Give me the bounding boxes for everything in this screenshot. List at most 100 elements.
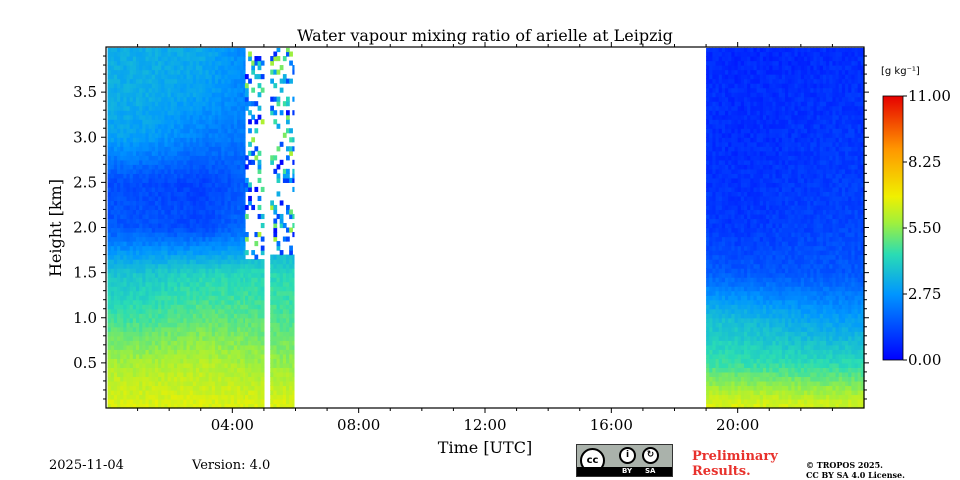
heatmap-cell	[158, 295, 162, 301]
heatmap-cell	[715, 218, 720, 224]
heatmap-cell	[260, 222, 265, 229]
heatmap-cell	[151, 177, 156, 183]
heatmap-cell	[205, 159, 210, 165]
heatmap-cell	[706, 128, 710, 134]
heatmap-cell	[202, 60, 207, 66]
heatmap-cell	[731, 218, 736, 224]
heatmap-cell	[107, 159, 112, 165]
heatmap-cell	[120, 204, 124, 211]
heatmap-cell	[233, 353, 238, 359]
heatmap-cell	[224, 96, 229, 102]
heatmap-cell	[110, 317, 115, 323]
heatmap-cell	[132, 232, 137, 238]
heatmap-cell	[142, 349, 147, 355]
heatmap-cell	[208, 353, 213, 359]
heatmap-cell	[123, 268, 128, 274]
heatmap-cell	[186, 268, 191, 274]
heatmap-cell	[148, 132, 153, 138]
heatmap-cell	[142, 331, 147, 337]
heatmap-cell	[120, 263, 124, 269]
heatmap-cell	[721, 326, 726, 332]
heatmap-cell	[136, 304, 140, 310]
heatmap-cell	[139, 132, 143, 138]
heatmap-cell	[214, 308, 219, 314]
heatmap-cell	[145, 101, 150, 107]
heatmap-cell	[251, 367, 256, 373]
heatmap-cell	[224, 227, 229, 233]
heatmap-cell	[183, 92, 188, 98]
heatmap-cell	[292, 222, 295, 229]
heatmap-cell	[136, 146, 140, 152]
heatmap-cell	[145, 128, 150, 134]
heatmap-cell	[233, 376, 238, 382]
heatmap-cell	[709, 137, 713, 143]
heatmap-cell	[148, 69, 153, 75]
heatmap-cell	[170, 186, 175, 192]
heatmap-cell	[734, 209, 739, 215]
heatmap-cell	[177, 191, 181, 197]
heatmap-cell	[139, 60, 143, 66]
heatmap-cell	[211, 213, 216, 220]
heatmap-cell	[113, 191, 118, 197]
heatmap-cell	[126, 326, 131, 332]
heatmap-cell	[248, 277, 252, 283]
heatmap-cell	[233, 69, 238, 75]
heatmap-cell	[721, 87, 726, 93]
heatmap-cell	[208, 340, 213, 346]
heatmap-cell	[142, 173, 147, 179]
heatmap-cell	[151, 299, 156, 305]
heatmap-cell	[113, 96, 118, 102]
heatmap-cell	[725, 263, 729, 269]
heatmap-cell	[196, 254, 200, 260]
heatmap-cell	[192, 313, 197, 319]
heatmap-cell	[113, 186, 118, 192]
heatmap-cell	[167, 295, 172, 301]
heatmap-cell	[154, 308, 159, 314]
heatmap-cell	[237, 204, 241, 211]
heatmap-cell	[725, 389, 729, 396]
heatmap-cell	[725, 344, 729, 350]
heatmap-cell	[142, 317, 147, 323]
heatmap-cell	[233, 110, 238, 116]
heatmap-cell	[110, 195, 115, 202]
heatmap-cell	[240, 141, 244, 147]
heatmap-cell	[734, 218, 739, 224]
heatmap-cell	[718, 56, 723, 62]
heatmap-cell	[237, 250, 241, 256]
heatmap-cell	[167, 349, 172, 355]
heatmap-cell	[273, 236, 278, 242]
heatmap-cell	[142, 186, 147, 192]
heatmap-cell	[186, 204, 191, 211]
heatmap-cell	[142, 295, 147, 301]
heatmap-cell	[230, 286, 235, 292]
heatmap-cell	[208, 186, 213, 192]
heatmap-cell	[224, 119, 229, 125]
heatmap-cell	[110, 308, 115, 314]
heatmap-cell	[715, 380, 720, 387]
heatmap-cell	[148, 114, 153, 120]
heatmap-cell	[126, 213, 131, 220]
heatmap-cell	[706, 191, 710, 197]
heatmap-cell	[240, 182, 244, 188]
heatmap-cell	[123, 313, 128, 319]
heatmap-cell	[192, 200, 197, 206]
heatmap-cell	[167, 218, 172, 224]
heatmap-cell	[189, 213, 194, 220]
heatmap-cell	[248, 335, 252, 341]
heatmap-cell	[129, 250, 134, 256]
heatmap-cell	[177, 353, 181, 359]
heatmap-cell	[167, 227, 172, 233]
heatmap-cell	[709, 380, 713, 387]
heatmap-cell	[279, 308, 284, 314]
heatmap-cell	[120, 398, 124, 405]
heatmap-cell	[113, 173, 118, 179]
heatmap-cell	[107, 128, 112, 134]
heatmap-cell	[276, 331, 281, 337]
heatmap-cell	[199, 47, 203, 53]
heatmap-cell	[712, 222, 717, 229]
heatmap-cell	[202, 200, 207, 206]
heatmap-cell	[734, 313, 739, 319]
heatmap-cell	[186, 308, 191, 314]
heatmap-cell	[177, 105, 181, 111]
heatmap-cell	[158, 96, 162, 102]
